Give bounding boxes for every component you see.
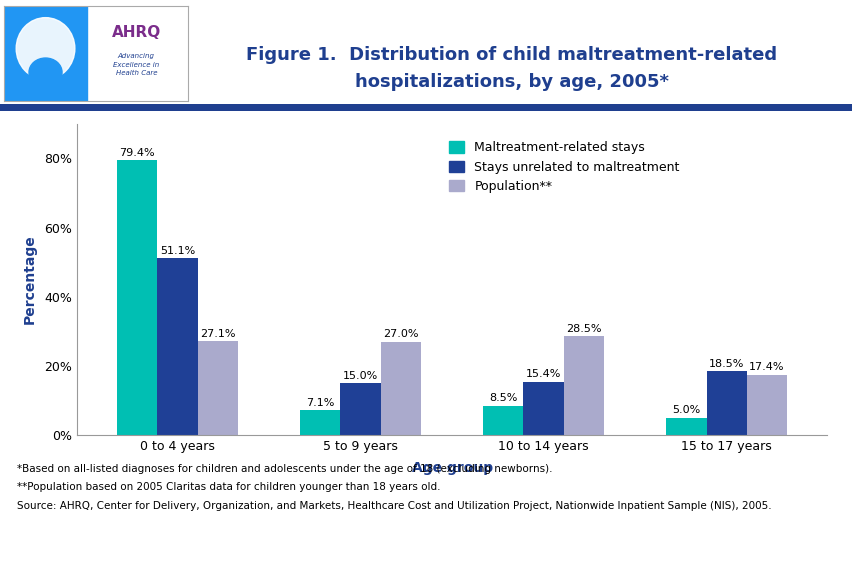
Bar <box>157 258 198 435</box>
Text: 15.4%: 15.4% <box>526 369 561 379</box>
Bar <box>380 342 421 435</box>
Y-axis label: Percentage: Percentage <box>23 234 37 324</box>
Text: 51.1%: 51.1% <box>159 246 195 256</box>
Text: 5.0%: 5.0% <box>671 405 699 415</box>
Text: 8.5%: 8.5% <box>488 393 517 403</box>
Text: Source: AHRQ, Center for Delivery, Organization, and Markets, Healthcare Cost an: Source: AHRQ, Center for Delivery, Organ… <box>17 501 771 510</box>
Text: 27.1%: 27.1% <box>199 329 235 339</box>
Bar <box>198 341 238 435</box>
Text: AHRQ: AHRQ <box>112 25 161 40</box>
Bar <box>746 375 786 435</box>
Text: 28.5%: 28.5% <box>566 324 601 334</box>
Text: Advancing
Excellence in
Health Care: Advancing Excellence in Health Care <box>113 53 159 76</box>
Text: 27.0%: 27.0% <box>383 329 418 339</box>
Ellipse shape <box>16 18 75 79</box>
Bar <box>117 161 157 435</box>
Text: hospitalizations, by age, 2005*: hospitalizations, by age, 2005* <box>354 73 668 91</box>
Bar <box>300 410 340 435</box>
Text: 15.0%: 15.0% <box>343 370 377 381</box>
Bar <box>482 406 523 435</box>
Bar <box>340 383 380 435</box>
Bar <box>665 418 705 435</box>
Text: 79.4%: 79.4% <box>119 148 155 158</box>
Text: Figure 1.  Distribution of child maltreatment-related: Figure 1. Distribution of child maltreat… <box>246 46 776 64</box>
Text: 7.1%: 7.1% <box>306 398 334 408</box>
Text: **Population based on 2005 Claritas data for children younger than 18 years old.: **Population based on 2005 Claritas data… <box>17 482 440 492</box>
Bar <box>563 336 603 435</box>
Text: *Based on all-listed diagnoses for children and adolescents under the age of 18 : *Based on all-listed diagnoses for child… <box>17 464 552 473</box>
FancyBboxPatch shape <box>4 6 87 101</box>
Bar <box>523 382 563 435</box>
Bar <box>705 371 746 435</box>
Legend: Maltreatment-related stays, Stays unrelated to maltreatment, Population**: Maltreatment-related stays, Stays unrela… <box>444 137 684 198</box>
Text: 17.4%: 17.4% <box>748 362 784 372</box>
X-axis label: Age group: Age group <box>411 461 492 475</box>
Text: 18.5%: 18.5% <box>708 358 744 369</box>
Ellipse shape <box>29 58 62 86</box>
